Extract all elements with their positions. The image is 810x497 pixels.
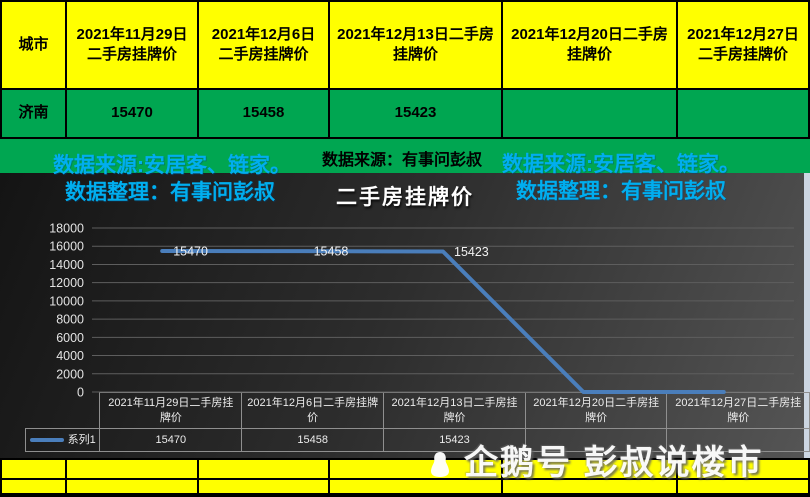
bottom-empty-cell xyxy=(330,460,503,480)
chart-title: 二手房挂牌价 xyxy=(336,186,474,209)
watermark-left-credit: 数据整理：有事问彭叔 xyxy=(65,181,275,204)
series-value-3: 15423 xyxy=(383,428,526,452)
city-cell: 济南 xyxy=(2,90,67,137)
series-line-swatch xyxy=(29,437,64,442)
series-value-5 xyxy=(666,428,810,452)
header-cell-date-1: 2021年11月29日 二手房挂牌价 xyxy=(67,2,199,90)
chart-data-table: 2021年11月29日二手房挂牌价 2021年12月6日二手房挂牌价 2021年… xyxy=(24,392,810,452)
legend-spacer xyxy=(26,393,100,429)
series-value-4 xyxy=(524,428,668,452)
date-line2: 挂牌价 xyxy=(566,46,612,63)
series-value-2: 15458 xyxy=(241,428,385,452)
channel-overlay: 企鹅号 彭叔说楼市 xyxy=(428,444,764,482)
price-cell-1: 15470 xyxy=(67,90,199,137)
watermark-right-credit: 数据整理：有事问彭叔 xyxy=(516,180,726,203)
city-header-label: 城市 xyxy=(18,35,49,53)
price-value: 15470 xyxy=(111,104,153,122)
watermark-left-source: 数据来源:安居客、链家。 xyxy=(53,154,291,177)
price-cell-4 xyxy=(503,90,678,137)
bottom-empty-cell xyxy=(503,480,678,495)
category-header-row: 2021年11月29日二手房挂牌价 2021年12月6日二手房挂牌价 2021年… xyxy=(26,392,810,429)
date-line1: 2021年12月27日 xyxy=(687,25,799,43)
bottom-empty-cell xyxy=(678,480,808,495)
series-value-row: 系列1 15470 15458 15423 xyxy=(24,428,810,452)
price-value: 15423 xyxy=(394,104,437,122)
header-cell-date-5: 2021年12月27日 二手房挂牌价 xyxy=(678,2,808,90)
date-line2: 二手房挂牌价 xyxy=(697,46,788,63)
header-cell-city: 城市 xyxy=(2,2,67,90)
bottom-empty-cell xyxy=(678,460,808,480)
bottom-empty-cell xyxy=(2,460,67,480)
source-band xyxy=(0,139,810,173)
bottom-empty-cell xyxy=(67,460,199,480)
channel-name-text: 企鹅号 彭叔说楼市 xyxy=(464,444,764,482)
right-edge-strip xyxy=(804,173,810,458)
center-source-note: 数据来源：有事问彭叔 xyxy=(322,152,483,169)
date-line2: 挂牌价 xyxy=(392,46,438,63)
date-line1: 2021年12月6日 xyxy=(211,25,316,43)
series-value-1: 15470 xyxy=(99,428,243,452)
bottom-empty-table xyxy=(0,458,810,497)
watermark-right-source: 数据来源:安居客、链家。 xyxy=(502,153,740,176)
date-line2: 二手房挂牌价 xyxy=(86,46,177,63)
price-cell-2: 15458 xyxy=(199,90,330,137)
price-cell-3: 15423 xyxy=(330,90,503,137)
date-line2: 二手房挂牌价 xyxy=(218,46,309,63)
header-cell-date-4: 2021年12月20日二手房 挂牌价 xyxy=(503,2,678,90)
price-cell-5 xyxy=(678,90,808,137)
header-cell-date-2: 2021年12月6日 二手房挂牌价 xyxy=(199,2,330,90)
date-line1: 2021年12月13日二手房 xyxy=(337,25,494,43)
price-value: 15458 xyxy=(242,104,285,122)
category-header-3: 2021年12月13日二手房挂牌价 xyxy=(383,392,526,429)
category-header-2: 2021年12月6日二手房挂牌价 xyxy=(241,392,385,429)
qq-penguin-icon xyxy=(431,452,449,477)
legend-cell: 系列1 xyxy=(24,428,101,452)
bottom-empty-cell xyxy=(503,460,678,480)
header-cell-date-3: 2021年12月13日二手房 挂牌价 xyxy=(330,2,503,90)
city-name: 济南 xyxy=(18,104,49,122)
bottom-empty-cell xyxy=(67,480,199,495)
category-header-5: 2021年12月27日二手房挂牌价 xyxy=(666,392,810,429)
bottom-empty-cell xyxy=(199,460,330,480)
bottom-empty-cell xyxy=(199,480,330,495)
legend-label: 系列1 xyxy=(67,433,96,446)
date-line1: 2021年11月29日 xyxy=(76,25,188,43)
price-summary-table: 城市 2021年11月29日 二手房挂牌价 2021年12月6日 二手房挂牌价 … xyxy=(0,0,810,139)
bottom-empty-cell xyxy=(2,480,67,495)
date-line1: 2021年12月20日二手房 xyxy=(511,25,668,43)
category-header-4: 2021年12月20日二手房挂牌价 xyxy=(524,392,668,429)
category-header-1: 2021年11月29日二手房挂牌价 xyxy=(99,392,243,429)
bottom-empty-cell xyxy=(330,480,503,495)
